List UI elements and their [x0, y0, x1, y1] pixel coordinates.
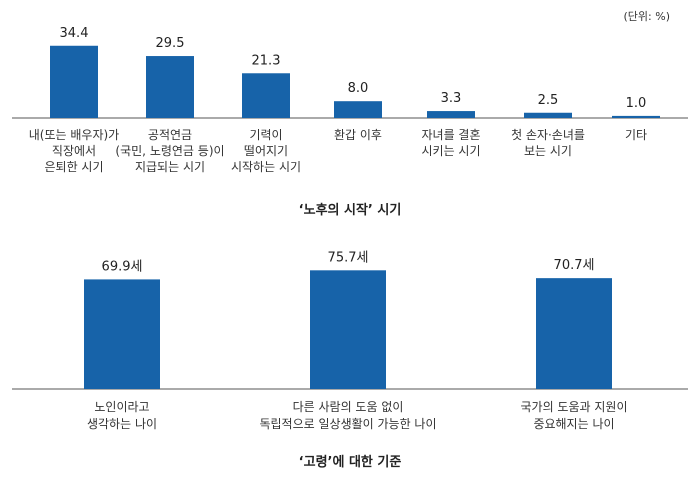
bar	[612, 115, 660, 118]
bar	[84, 279, 160, 389]
category-label: 지급되는 시기	[135, 160, 205, 174]
bar	[536, 278, 612, 389]
category-label: 노인이라고	[94, 400, 149, 414]
bar	[242, 73, 290, 118]
data-label: 3.3	[441, 91, 462, 106]
category-label: 직장에서	[52, 144, 96, 158]
bar	[524, 112, 572, 118]
bar	[310, 270, 386, 389]
category-label: 시키는 시기	[421, 144, 480, 158]
category-label: 기타	[625, 128, 647, 142]
category-label: 떨어지기	[244, 144, 288, 158]
category-label: 공적연금	[148, 128, 192, 142]
data-label: 8.0	[348, 81, 369, 96]
category-label: 자녀를 결혼	[421, 128, 480, 142]
data-label: 69.9세	[102, 259, 143, 274]
chart-title: ‘노후의 시작’ 시기	[299, 202, 402, 218]
category-label: 환갑 이후	[334, 128, 382, 142]
bar	[334, 101, 382, 118]
bar	[427, 111, 475, 118]
data-label: 2.5	[538, 93, 559, 108]
category-label: 국가의 도움과 지원이	[521, 400, 628, 414]
category-label: 생각하는 나이	[87, 417, 157, 431]
bar	[146, 56, 194, 118]
category-label: 기력이	[249, 128, 282, 142]
data-label: 29.5	[156, 36, 185, 51]
bar	[50, 45, 98, 119]
unit-label: (단위: %)	[623, 10, 670, 23]
chart-title: ‘고령’에 대한 기준	[299, 454, 402, 470]
category-label: 다른 사람의 도움 없이	[293, 400, 404, 414]
category-label: 중요해지는 나이	[533, 417, 614, 431]
data-label: 75.7세	[328, 250, 369, 265]
category-label: 내(또는 배우자)가	[29, 128, 119, 142]
category-label: (국민, 노령연금 등)이	[115, 144, 224, 158]
category-label: 은퇴한 시기	[44, 160, 103, 174]
data-label: 70.7세	[554, 258, 595, 273]
data-label: 1.0	[626, 96, 647, 111]
category-label: 첫 손자·손녀를	[511, 128, 585, 142]
category-label: 보는 시기	[524, 144, 572, 158]
category-label: 시작하는 시기	[231, 160, 301, 174]
category-label: 독립적으로 일상생활이 가능한 나이	[259, 417, 436, 431]
data-label: 34.4	[60, 26, 89, 41]
data-label: 21.3	[252, 53, 281, 68]
